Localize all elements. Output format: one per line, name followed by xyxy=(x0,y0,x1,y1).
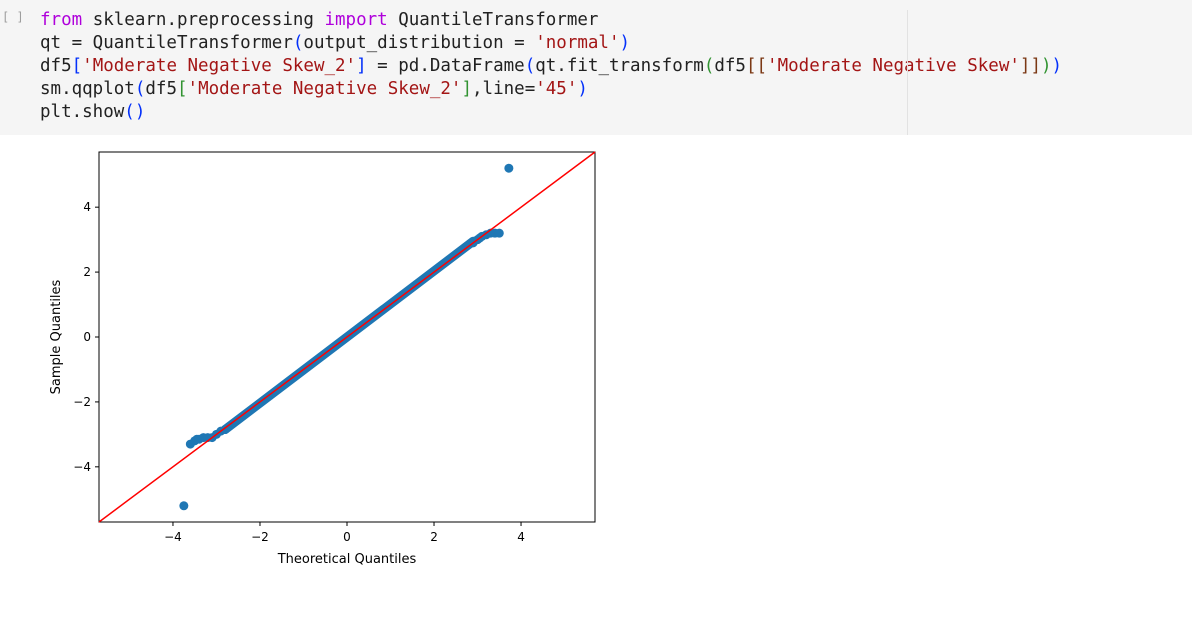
code-cell[interactable]: [ ] from sklearn.preprocessing import Qu… xyxy=(0,0,1192,135)
code-token: qt.fit_transform xyxy=(535,56,704,76)
code-token: ,line= xyxy=(472,79,536,99)
code-token: ] xyxy=(461,79,473,99)
x-tick-label: 0 xyxy=(343,530,351,544)
y-tick-label: −2 xyxy=(73,395,91,409)
code-editor[interactable]: from sklearn.preprocessing import Quanti… xyxy=(40,9,1062,124)
editor-ruler xyxy=(907,10,908,135)
code-token: '45' xyxy=(535,79,578,99)
code-token: [ xyxy=(71,56,83,76)
code-token: sklearn.preprocessing xyxy=(82,10,325,30)
code-token: ) xyxy=(1041,56,1052,76)
reference-line-45 xyxy=(98,151,596,523)
code-token: from xyxy=(40,10,83,30)
code-token: [ xyxy=(176,79,188,99)
code-token: ( xyxy=(292,33,304,53)
code-token: ( xyxy=(134,79,146,99)
y-tick-label: 0 xyxy=(83,330,91,344)
code-token: 'Moderate Negative Skew_2' xyxy=(82,56,357,76)
code-token: ]] xyxy=(1019,56,1041,76)
code-line[interactable]: qt = QuantileTransformer(output_distribu… xyxy=(40,33,630,53)
code-token: 'Moderate Negative Skew' xyxy=(767,56,1020,76)
code-token: df5 xyxy=(714,56,746,76)
y-tick-label: 2 xyxy=(83,265,91,279)
cell-output: −4 −2 0 2 4 −4 −2 0 2 4 Theoretical Quantiles Sam… xyxy=(0,135,1192,618)
y-tick-label: 4 xyxy=(83,200,91,214)
code-line[interactable]: from sklearn.preprocessing import Quanti… xyxy=(40,10,598,30)
data-point xyxy=(494,228,504,238)
code-token: ) xyxy=(577,79,588,99)
code-token: df5 xyxy=(145,79,177,99)
code-token: ( xyxy=(703,56,715,76)
code-token: [[ xyxy=(745,56,768,76)
y-tick-label: −4 xyxy=(73,460,91,474)
code-token: = pd.DataFrame xyxy=(366,56,525,76)
x-tick-label: −2 xyxy=(251,530,269,544)
code-token: output_distribution = xyxy=(303,33,536,53)
code-token: 'normal' xyxy=(535,33,620,53)
data-point xyxy=(220,425,230,434)
code-token: qt = QuantileTransformer xyxy=(40,33,293,53)
code-token: sm.qqplot xyxy=(40,79,135,99)
code-token: df5 xyxy=(40,56,72,76)
code-line[interactable]: df5['Moderate Negative Skew_2'] = pd.Dat… xyxy=(40,56,1062,76)
code-token: ] xyxy=(356,56,367,76)
x-tick-label: 2 xyxy=(430,530,438,544)
code-token: () xyxy=(124,102,146,122)
code-token: QuantileTransformer xyxy=(387,10,599,30)
x-axis-label: Theoretical Quantiles xyxy=(277,552,417,567)
code-token: plt.show xyxy=(40,102,125,122)
code-token: ) xyxy=(1051,56,1063,76)
data-point xyxy=(504,163,514,173)
data-point xyxy=(179,501,189,511)
code-token: import xyxy=(324,10,388,30)
code-line[interactable]: plt.show() xyxy=(40,102,145,122)
y-axis-label: Sample Quantiles xyxy=(49,279,64,394)
qq-plot: −4 −2 0 2 4 −4 −2 0 2 4 Theoretical Quantiles Sam… xyxy=(49,151,596,567)
x-tick-label: −4 xyxy=(164,530,182,544)
code-token: ) xyxy=(619,33,631,53)
code-token: 'Moderate Negative Skew_2' xyxy=(187,79,462,99)
code-line[interactable]: sm.qqplot(df5['Moderate Negative Skew_2'… xyxy=(40,79,588,99)
code-token: ( xyxy=(524,56,536,76)
x-tick-label: 4 xyxy=(517,530,525,544)
cell-prompt[interactable]: [ ] xyxy=(2,10,24,24)
